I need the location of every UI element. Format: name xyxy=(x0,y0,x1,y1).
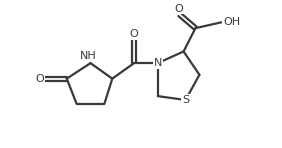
Text: N: N xyxy=(154,58,162,68)
Text: OH: OH xyxy=(223,17,240,27)
Text: O: O xyxy=(130,29,138,39)
Text: O: O xyxy=(174,4,183,14)
Text: S: S xyxy=(182,95,189,105)
Text: NH: NH xyxy=(80,51,97,61)
Text: O: O xyxy=(35,74,44,84)
